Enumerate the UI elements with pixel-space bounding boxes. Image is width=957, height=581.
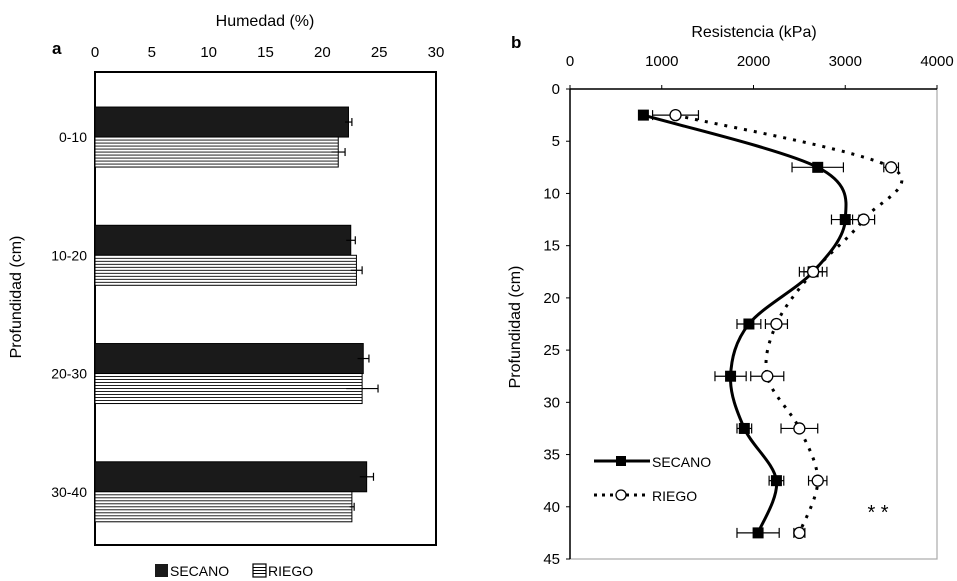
x-tick-label: 20	[314, 44, 331, 61]
legend-secano-marker	[616, 456, 626, 466]
point-riego	[857, 213, 870, 226]
y-tick-label: 20	[543, 290, 560, 307]
y-tick-label: 5	[552, 133, 560, 150]
panel-b-series	[637, 108, 904, 540]
panel-b: b Resistencia (kPa) Profundidad (cm) 0 10…	[507, 24, 954, 568]
point-secano	[812, 161, 824, 173]
panel-b-label: b	[511, 33, 521, 52]
x-tick-label: 10	[200, 44, 217, 61]
panel-b-significance-annotation: * *	[867, 502, 888, 524]
panel-b-y-ticks: 0 5 10 15 20 25 30 35 40 45	[543, 81, 570, 568]
bar-secano	[94, 106, 349, 138]
point-riego	[793, 422, 806, 435]
panel-b-y-axis-title: Profundidad (cm)	[507, 266, 524, 389]
panel-a-bars	[94, 106, 379, 523]
x-tick-label: 0	[91, 44, 99, 61]
x-tick-label: 25	[371, 44, 388, 61]
point-secano	[839, 214, 851, 226]
category-label: 0-10	[59, 129, 87, 145]
y-tick-label: 10	[543, 185, 560, 202]
y-tick-label: 45	[543, 551, 560, 568]
bar-secano	[94, 224, 352, 256]
panel-a: a Humedad (%) Profundidad (cm) 0 5 10 15 20 2…	[8, 13, 444, 579]
category-label: 10-20	[51, 247, 87, 263]
x-tick-label: 0	[566, 53, 574, 70]
x-tick-label: 4000	[920, 53, 953, 70]
panel-a-category-labels: 0-10 10-20 20-30 30-40	[51, 129, 87, 500]
category-label: 20-30	[51, 366, 87, 382]
panel-a-legend: SECANO RIEGO	[155, 563, 313, 579]
panel-a-label: a	[52, 39, 62, 58]
panel-a-y-axis-title: Profundidad (cm)	[8, 236, 25, 359]
y-tick-label: 0	[552, 81, 560, 98]
panel-a-x-axis-title: Humedad (%)	[216, 13, 315, 30]
legend-secano-label: SECANO	[652, 454, 711, 470]
series-riego	[651, 108, 904, 540]
line-riego	[675, 113, 904, 534]
point-riego	[793, 526, 806, 540]
y-tick-label: 40	[543, 499, 560, 516]
y-tick-label: 25	[543, 342, 560, 359]
legend-riego-label: RIEGO	[652, 488, 697, 504]
x-tick-label: 30	[428, 44, 445, 61]
legend-riego-label: RIEGO	[268, 563, 313, 579]
x-tick-label: 5	[148, 44, 156, 61]
point-secano	[637, 109, 649, 121]
point-secano	[770, 475, 782, 487]
x-tick-label: 3000	[829, 53, 862, 70]
x-tick-label: 1000	[645, 53, 678, 70]
panel-b-legend: SECANO RIEGO	[594, 454, 711, 504]
point-riego	[811, 474, 824, 487]
panel-a-x-ticks: 0 5 10 15 20 25 30	[91, 44, 445, 61]
legend-riego-marker	[615, 489, 627, 501]
x-tick-label: 2000	[737, 53, 770, 70]
point-riego	[669, 108, 682, 122]
category-label: 30-40	[51, 484, 87, 500]
panel-b-x-axis-title: Resistencia (kPa)	[691, 24, 816, 41]
y-tick-label: 35	[543, 447, 560, 464]
panel-b-x-ticks: 0 1000 2000 3000 4000	[566, 53, 954, 89]
legend-secano-swatch	[155, 564, 168, 577]
point-riego	[761, 370, 774, 383]
point-riego	[806, 265, 820, 278]
y-tick-label: 30	[543, 394, 560, 411]
point-secano	[752, 527, 764, 539]
bar-secano	[94, 461, 368, 493]
series-secano	[637, 109, 860, 539]
point-secano	[738, 422, 750, 434]
point-riego	[884, 161, 898, 174]
legend-secano-label: SECANO	[170, 563, 229, 579]
bar-secano	[94, 343, 364, 375]
panel-a-plot-frame	[94, 71, 437, 546]
point-secano	[725, 370, 737, 382]
point-riego	[770, 317, 783, 331]
point-secano	[743, 318, 755, 330]
y-tick-label: 15	[543, 238, 560, 255]
x-tick-label: 15	[257, 44, 274, 61]
